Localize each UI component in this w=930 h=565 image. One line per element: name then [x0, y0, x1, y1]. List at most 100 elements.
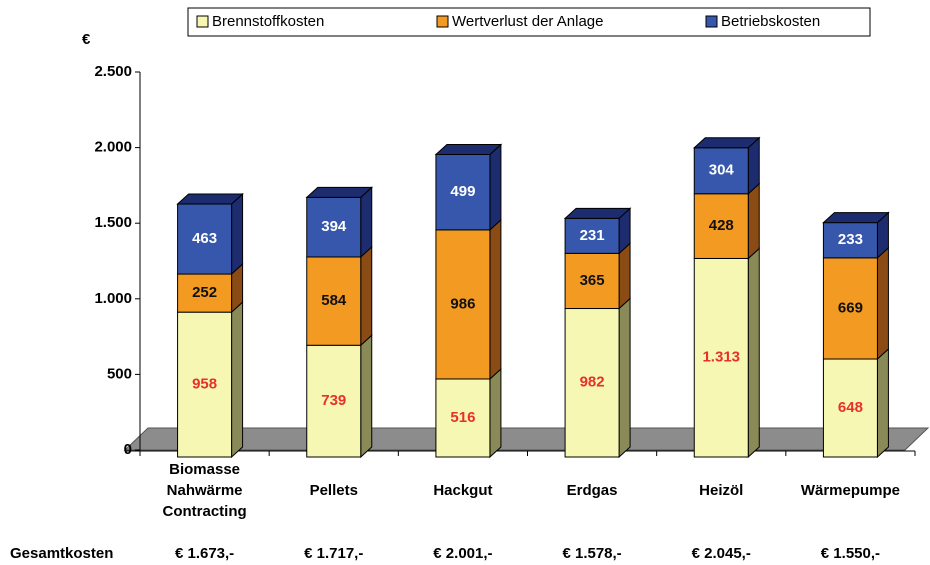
value-label: 252: [192, 284, 217, 301]
x-tick-label: Heizöl: [699, 482, 743, 499]
bar-front: [822, 257, 878, 360]
bar-side: [489, 367, 502, 459]
total-label: € 1.550,-: [821, 545, 880, 562]
bar-front: [177, 203, 233, 275]
bar-front: [306, 344, 362, 458]
legend-swatch: [196, 15, 209, 28]
value-label: 739: [321, 392, 346, 409]
bar-segment: [822, 246, 889, 361]
bar-front: [435, 153, 491, 231]
bar-front: [822, 222, 878, 259]
y-tick-label: 2.000: [94, 139, 132, 156]
bar-side: [747, 247, 760, 459]
total-label: € 2.001,-: [433, 545, 492, 562]
value-label: 584: [321, 292, 347, 309]
bar-front: [693, 147, 749, 195]
bar-side: [876, 246, 889, 361]
bar-segment: [177, 262, 244, 314]
bar-front: [564, 252, 620, 310]
bar-segment: [563, 207, 632, 255]
bar-segment: [692, 136, 761, 195]
total-label: € 2.045,-: [692, 545, 751, 562]
legend-label: Betriebskosten: [721, 13, 820, 30]
legend-box: [187, 7, 871, 37]
bar-top: [822, 212, 890, 224]
x-tick-label: Hackgut: [433, 482, 492, 499]
bar-top: [692, 137, 761, 149]
value-label: 982: [580, 374, 605, 391]
y-tick-label: 2.500: [94, 63, 132, 80]
bar-side: [489, 143, 502, 232]
legend-label: Wertverlust der Anlage: [452, 13, 603, 30]
bar-front: [177, 273, 233, 313]
x-tick-label: Erdgas: [567, 482, 618, 499]
bar-top: [176, 193, 244, 205]
bar-side: [231, 301, 244, 459]
bar-segment: [434, 143, 503, 232]
y-tick-label: 1.000: [94, 290, 132, 307]
total-label: € 1.578,-: [562, 545, 621, 562]
bar-segment: [435, 218, 502, 381]
value-label: 365: [580, 272, 605, 289]
bar-segment: [564, 242, 631, 310]
value-label: 499: [450, 183, 475, 200]
bar-front: [435, 229, 491, 380]
value-label: 648: [838, 399, 863, 416]
x-tick-label: Wärmepumpe: [801, 482, 900, 499]
legend-swatch: [436, 15, 449, 28]
bar-front: [822, 358, 878, 458]
y-tick-label: 0: [124, 441, 132, 458]
bar-segment: [822, 211, 890, 259]
y-axis-label: €: [82, 31, 91, 48]
y-tick-label: 500: [107, 365, 132, 382]
value-label: 231: [580, 227, 605, 244]
floor: [123, 427, 930, 451]
bar-side: [360, 245, 373, 347]
bar-front: [306, 256, 362, 346]
x-tick-label: Biomasse Nahwärme Contracting: [162, 461, 246, 520]
value-label: 986: [450, 295, 475, 312]
value-label: 463: [192, 230, 217, 247]
value-label: 1.313: [702, 349, 740, 366]
bar-front: [564, 217, 620, 254]
value-label: 516: [450, 409, 475, 426]
bar-segment: [693, 247, 760, 459]
bar-front: [177, 311, 233, 458]
bar-segment: [435, 367, 502, 459]
bar-segment: [564, 297, 631, 459]
value-label: 428: [709, 217, 734, 234]
value-label: 958: [192, 376, 217, 393]
x-tick-label: Pellets: [310, 482, 358, 499]
bar-top: [563, 207, 632, 219]
bar-side: [489, 218, 502, 381]
bar-front: [435, 378, 491, 458]
value-label: 394: [321, 218, 347, 235]
bar-side: [747, 182, 760, 260]
value-label: 669: [838, 299, 863, 316]
bar-side: [876, 347, 889, 459]
bar-segment: [305, 186, 374, 259]
bar-side: [360, 334, 373, 459]
legend-swatch: [705, 15, 718, 28]
bar-segment: [177, 301, 244, 459]
value-label: 304: [709, 162, 735, 179]
bar-side: [618, 242, 631, 310]
y-tick-label: 1.500: [94, 214, 132, 231]
totals-label: Gesamtkosten: [10, 545, 113, 562]
bar-front: [564, 308, 620, 458]
bar-side: [618, 297, 631, 459]
legend-label: Brennstoffkosten: [212, 13, 324, 30]
bar-side: [360, 186, 373, 259]
total-label: € 1.717,-: [304, 545, 363, 562]
bar-segment: [822, 347, 889, 459]
bar-front: [306, 196, 362, 258]
bar-segment: [176, 192, 244, 276]
bar-segment: [306, 245, 373, 347]
bar-top: [434, 143, 503, 155]
bar-front: [693, 257, 749, 458]
total-label: € 1.673,-: [175, 545, 234, 562]
bar-top: [305, 186, 374, 198]
bar-side: [231, 192, 244, 276]
